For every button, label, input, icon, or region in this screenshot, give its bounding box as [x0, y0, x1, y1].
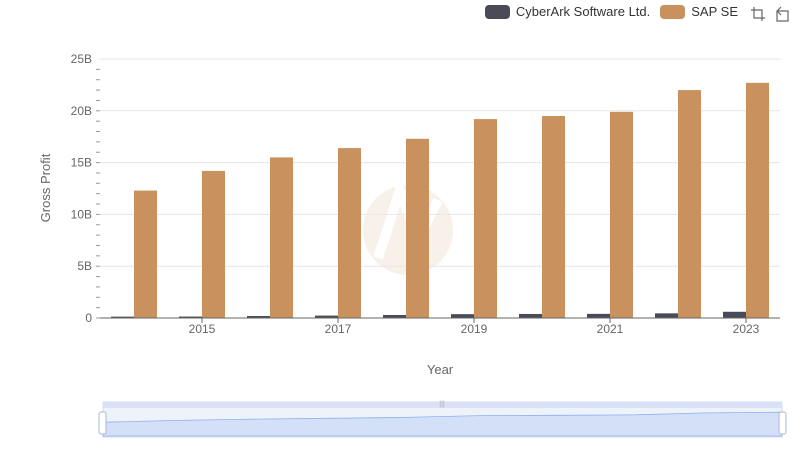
bar-cyberark-2022[interactable]	[655, 313, 678, 318]
y-tick-label: 10B	[71, 207, 92, 221]
bar-sap-2014[interactable]	[134, 190, 157, 318]
bar-sap-2015[interactable]	[202, 170, 225, 318]
bar-cyberark-2015[interactable]	[179, 316, 202, 318]
bar-cyberark-2017[interactable]	[315, 315, 338, 318]
y-tick-label: 0	[85, 311, 92, 325]
chart-toolbox	[750, 6, 790, 22]
legend-label-cyberark: CyberArk Software Ltd.	[515, 4, 651, 19]
bar-sap-2019[interactable]	[474, 119, 497, 318]
bar-sap-2016[interactable]	[270, 157, 293, 318]
slider-top-bar	[103, 402, 782, 408]
x-tick-label-2021: 2021	[597, 322, 624, 336]
y-axis-title: Gross Profit	[38, 153, 53, 222]
bar-sap-2017[interactable]	[338, 148, 361, 318]
legend-item-sap[interactable]: SAP SE	[660, 4, 738, 19]
bar-cyberark-2019[interactable]	[451, 314, 474, 318]
chart-legend: CyberArk Software Ltd. SAP SE	[484, 4, 738, 19]
y-tick-label: 5B	[77, 259, 92, 273]
x-tick-label-2023: 2023	[733, 322, 760, 336]
bar-cyberark-2020[interactable]	[519, 313, 542, 318]
y-tick-label: 20B	[71, 104, 92, 118]
bar-sap-2022[interactable]	[678, 90, 701, 318]
y-tick-label: 25B	[71, 52, 92, 66]
slider-handle-left[interactable]	[98, 411, 107, 435]
legend-label-sap: SAP SE	[691, 4, 738, 19]
restore-icon[interactable]	[774, 6, 790, 22]
bar-cyberark-2016[interactable]	[247, 316, 270, 318]
slider-grip-icon[interactable]: |||	[439, 401, 445, 408]
x-tick-label-2017: 2017	[325, 322, 352, 336]
legend-swatch-sap	[660, 4, 686, 19]
bar-cyberark-2023[interactable]	[723, 311, 746, 318]
bar-cyberark-2014[interactable]	[111, 316, 134, 318]
zoom-icon[interactable]	[750, 6, 766, 22]
legend-item-cyberark[interactable]: CyberArk Software Ltd.	[484, 4, 651, 19]
legend-swatch-cyberark	[484, 4, 510, 19]
zoom-slider[interactable]: |||	[98, 401, 787, 438]
bar-sap-2023[interactable]	[746, 82, 769, 318]
bar-cyberark-2021[interactable]	[587, 313, 610, 318]
x-tick-label-2015: 2015	[189, 322, 216, 336]
bar-sap-2021[interactable]	[610, 111, 633, 318]
slider-handle-right[interactable]	[778, 411, 787, 435]
x-axis-title: Year	[427, 362, 454, 377]
bar-sap-2018[interactable]	[406, 138, 429, 318]
bar-sap-2020[interactable]	[542, 115, 565, 318]
x-tick-label-2019: 2019	[461, 322, 488, 336]
y-tick-label: 15B	[71, 156, 92, 170]
bar-cyberark-2018[interactable]	[383, 314, 406, 318]
